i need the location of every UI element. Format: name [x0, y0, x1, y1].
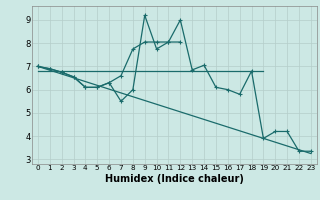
X-axis label: Humidex (Indice chaleur): Humidex (Indice chaleur) — [105, 174, 244, 184]
